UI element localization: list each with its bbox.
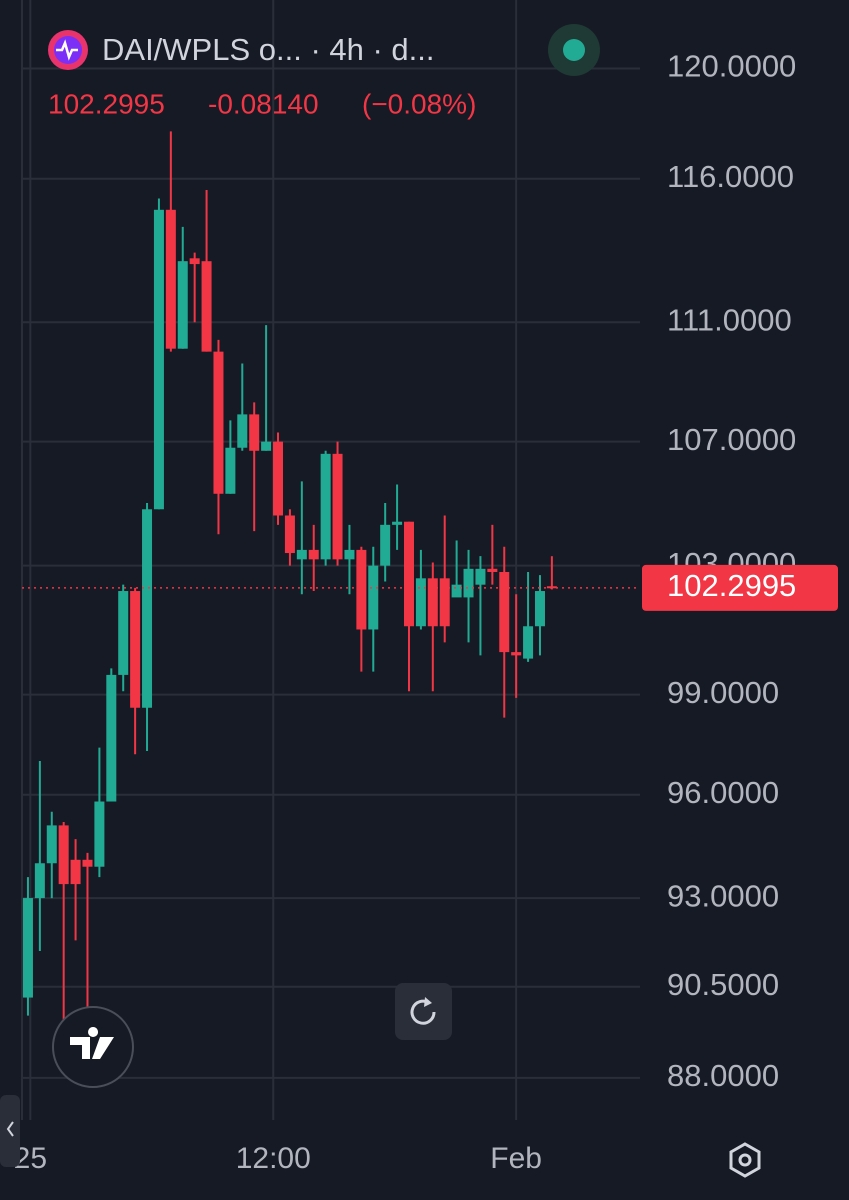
y-tick-label: 99.0000 bbox=[667, 675, 779, 710]
logo-button[interactable] bbox=[52, 1006, 134, 1088]
candle-body bbox=[356, 549, 367, 630]
candle-body bbox=[82, 859, 93, 867]
candle-body bbox=[118, 591, 129, 675]
y-tick-label: 96.0000 bbox=[667, 775, 779, 810]
reset-button[interactable] bbox=[395, 983, 452, 1040]
candle-body bbox=[523, 626, 534, 659]
status-dot bbox=[563, 39, 585, 61]
candle-body bbox=[142, 509, 153, 708]
candle-body bbox=[70, 859, 81, 885]
x-tick-label: Feb bbox=[490, 1142, 542, 1175]
candle-body bbox=[403, 521, 414, 627]
candle-body bbox=[94, 801, 105, 867]
settings-icon-center bbox=[738, 1153, 752, 1167]
header-change: -0.08140 bbox=[208, 88, 319, 119]
y-tick-label: 88.0000 bbox=[667, 1058, 779, 1093]
settings-icon[interactable] bbox=[729, 1142, 761, 1178]
logo bbox=[70, 1027, 114, 1059]
reset-icon-arrow bbox=[424, 997, 432, 1007]
chart-title[interactable]: DAI/WPLS o... · 4h · d... bbox=[102, 32, 435, 67]
candle-body bbox=[177, 261, 188, 349]
symbol-icon-pulse bbox=[56, 39, 78, 61]
header-change-percent: (−0.08%) bbox=[362, 88, 476, 119]
candle-body bbox=[308, 549, 319, 560]
candle-body bbox=[237, 414, 248, 448]
candle-body bbox=[58, 825, 69, 885]
candle-body bbox=[487, 568, 498, 572]
candle-body bbox=[130, 591, 141, 708]
side-toggle-chevron bbox=[6, 1121, 14, 1137]
candle-body bbox=[451, 584, 462, 598]
y-tick-label: 120.0000 bbox=[667, 49, 796, 84]
candle-body bbox=[46, 825, 57, 864]
candle-body bbox=[475, 568, 486, 585]
candle-body bbox=[320, 453, 331, 560]
candle-body bbox=[34, 863, 45, 899]
candle-body bbox=[284, 515, 295, 554]
candle-body bbox=[296, 549, 307, 560]
y-tick-label: 93.0000 bbox=[667, 878, 779, 913]
candle-body bbox=[225, 447, 236, 494]
axes: 120.0000116.0000111.0000107.0000103.0000… bbox=[14, 49, 797, 1175]
y-tick-label: 116.0000 bbox=[667, 159, 794, 194]
candle-body bbox=[463, 568, 474, 598]
candle-body bbox=[332, 453, 343, 560]
grid bbox=[22, 0, 640, 1120]
candle-body bbox=[249, 414, 260, 451]
candle-body bbox=[273, 441, 284, 516]
candle-body bbox=[344, 549, 355, 560]
candle-body bbox=[153, 209, 164, 510]
candle-body bbox=[415, 578, 426, 627]
candle-body bbox=[392, 521, 403, 525]
candles bbox=[22, 131, 640, 1023]
x-tick-label: 12:00 bbox=[236, 1142, 311, 1175]
candle-body bbox=[534, 591, 545, 627]
price-badge-bg bbox=[642, 564, 838, 611]
candle-body bbox=[213, 351, 224, 494]
price-badge: 102.2995 bbox=[642, 564, 838, 611]
reset-icon bbox=[410, 999, 436, 1025]
y-tick-label: 90.5000 bbox=[667, 967, 779, 1002]
candle-body bbox=[22, 898, 33, 998]
y-tick-label: 107.0000 bbox=[667, 422, 796, 457]
y-tick-label: 111.0000 bbox=[667, 302, 792, 337]
header-price: 102.2995 bbox=[48, 88, 165, 119]
candle-body bbox=[499, 571, 510, 653]
candle-body bbox=[261, 441, 272, 451]
candle-body bbox=[511, 652, 522, 656]
candle-body bbox=[380, 524, 391, 566]
candle-body bbox=[165, 209, 176, 349]
candle-body bbox=[201, 261, 212, 352]
candle-body bbox=[368, 565, 379, 630]
price-badge-label: 102.2995 bbox=[667, 568, 796, 603]
candle-body bbox=[439, 578, 450, 627]
candle-body bbox=[106, 674, 117, 802]
candle-body bbox=[427, 578, 438, 627]
candle-body bbox=[189, 258, 200, 265]
